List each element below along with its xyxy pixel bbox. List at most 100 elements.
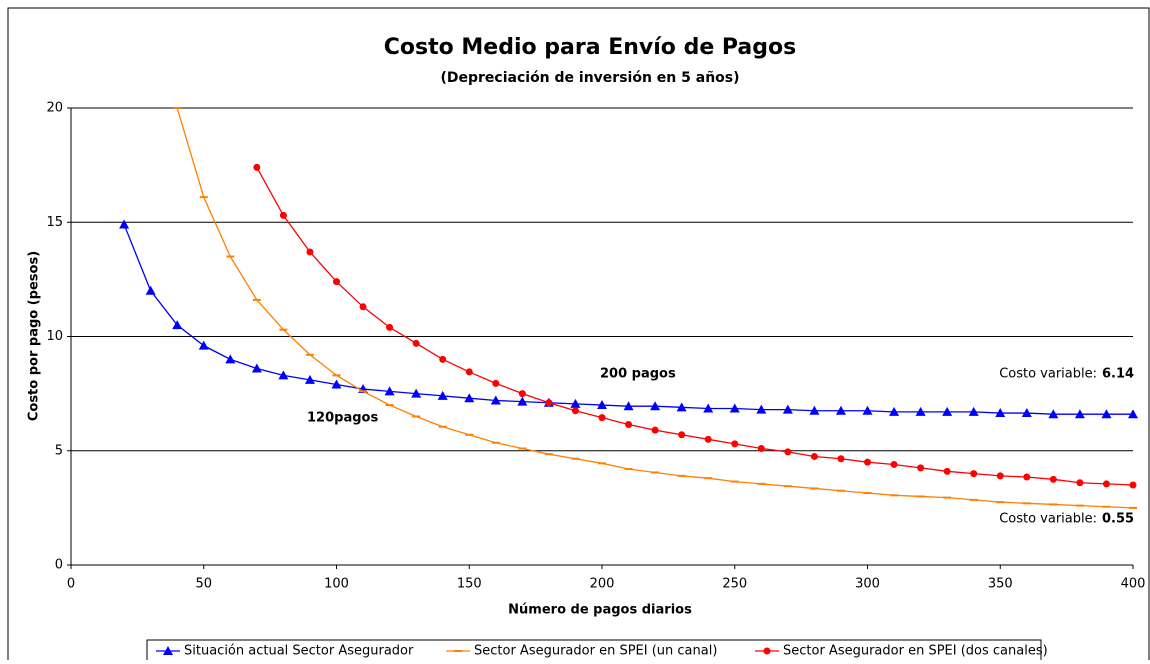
marker [305, 353, 314, 356]
marker [465, 368, 473, 376]
marker [1049, 475, 1057, 483]
marker [1101, 409, 1112, 419]
marker [518, 390, 526, 398]
marker [1048, 409, 1059, 419]
chart-title: Costo Medio para Envío de Pagos [384, 35, 796, 60]
y-tick-label: 15 [46, 215, 63, 230]
annotation: 120pagos [307, 411, 378, 426]
marker [331, 379, 342, 389]
marker [996, 501, 1005, 504]
marker [916, 495, 925, 498]
marker [651, 426, 659, 434]
marker [199, 196, 208, 199]
x-tick-label: 0 [67, 577, 75, 592]
marker [412, 339, 420, 347]
marker [890, 494, 899, 497]
marker [676, 402, 687, 412]
marker [970, 470, 978, 478]
marker [677, 474, 686, 477]
y-axis-label: Costo por pago (pesos) [27, 251, 42, 421]
marker [597, 400, 607, 410]
marker [598, 462, 606, 465]
marker [783, 485, 792, 488]
marker [278, 370, 289, 380]
series-line [123, 224, 1133, 415]
marker [571, 457, 580, 460]
x-tick-label: 200 [590, 577, 615, 592]
marker [172, 320, 183, 330]
marker [119, 219, 130, 229]
marker [731, 440, 739, 448]
chart-subtitle: (Depreciación de inversión en 5 años) [440, 70, 739, 86]
marker [384, 386, 395, 396]
marker [835, 405, 846, 415]
marker [890, 460, 898, 468]
marker [226, 255, 235, 258]
marker [1076, 479, 1084, 487]
marker [225, 354, 236, 364]
marker [1129, 481, 1137, 489]
marker [1023, 473, 1031, 481]
marker [198, 340, 209, 350]
marker [279, 328, 288, 331]
x-tick-label: 250 [722, 577, 747, 592]
marker [810, 487, 819, 490]
marker [1128, 409, 1138, 419]
marker [1129, 506, 1137, 509]
frame [7, 7, 1150, 664]
marker [784, 448, 792, 456]
marker [862, 405, 873, 415]
marker [517, 396, 528, 406]
x-tick-label: 300 [855, 577, 880, 592]
marker [943, 496, 952, 499]
marker [359, 390, 368, 393]
marker [730, 480, 739, 483]
legend-label: Sector Asegurador en SPEI (un canal) [474, 644, 717, 659]
marker [729, 403, 740, 413]
x-tick-label: 100 [324, 577, 349, 592]
marker [332, 374, 341, 377]
marker [145, 285, 156, 295]
annotation: 200 pagos [600, 367, 676, 382]
marker [333, 278, 340, 286]
marker [757, 482, 766, 485]
marker [492, 379, 500, 387]
marker [915, 406, 926, 416]
marker [782, 404, 793, 414]
marker [1075, 504, 1084, 507]
marker [678, 431, 686, 439]
y-tick-label: 10 [46, 329, 63, 344]
marker [625, 420, 633, 428]
marker [704, 435, 712, 443]
marker [995, 408, 1006, 418]
x-tick-label: 150 [457, 577, 482, 592]
marker [1022, 502, 1031, 505]
marker [704, 477, 713, 480]
marker [623, 401, 634, 411]
marker [598, 414, 606, 422]
marker [306, 248, 314, 256]
marker [810, 452, 818, 460]
marker [571, 407, 579, 415]
marker [889, 406, 900, 416]
marker [864, 458, 871, 466]
marker [917, 464, 925, 472]
marker [996, 472, 1004, 480]
marker [1049, 503, 1058, 506]
annotation: Costo variable: [999, 512, 1097, 527]
marker [252, 298, 261, 301]
marker [173, 107, 182, 109]
marker [836, 489, 845, 492]
marker [437, 390, 448, 400]
marker [412, 415, 421, 418]
marker [757, 444, 765, 452]
marker [650, 401, 661, 411]
marker [465, 433, 474, 436]
series-line [256, 167, 1134, 486]
marker [651, 471, 660, 474]
marker [251, 363, 262, 373]
x-tick-label: 50 [195, 577, 212, 592]
marker [1102, 505, 1111, 508]
annotation-value: 0.55 [1102, 512, 1134, 527]
